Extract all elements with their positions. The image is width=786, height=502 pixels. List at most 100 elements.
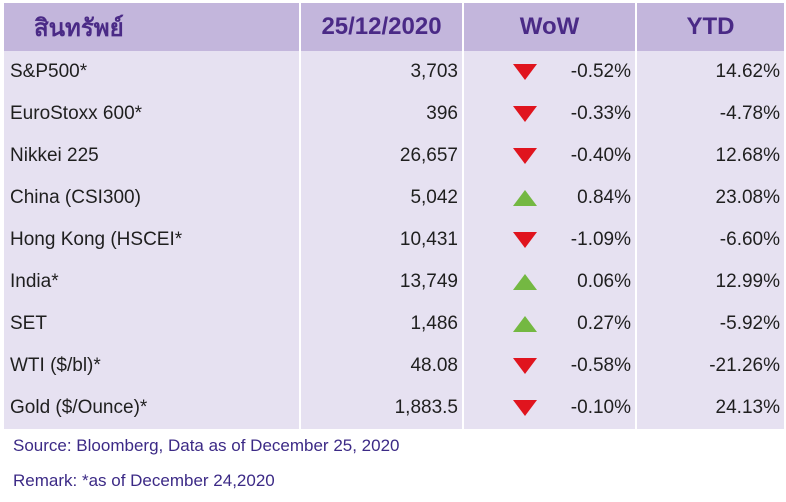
triangle-up-icon [512,274,538,290]
table-row: S&P500* 3,703 -0.52% 14.62% [4,51,784,93]
ytd-value: -5.92% [637,303,784,345]
wow-cell: -1.09% [464,219,635,261]
triangle-down-icon [512,148,538,164]
column-divider [299,303,301,345]
asset-value: 396 [301,93,462,135]
column-divider [635,3,637,51]
ytd-value: 23.08% [637,177,784,219]
ytd-value: 14.62% [637,51,784,93]
up-arrow-shape [513,316,537,332]
asset-value: 3,703 [301,51,462,93]
header-wow: WoW [464,3,635,51]
wow-value: 0.84% [577,187,631,208]
column-divider [299,345,301,387]
column-divider [462,135,464,177]
asset-value: 1,883.5 [301,387,462,429]
column-divider [299,219,301,261]
ytd-value: 12.68% [637,135,784,177]
wow-value: -0.52% [570,61,631,82]
asset-name: India* [4,261,299,303]
market-summary-table: สินทรัพย์ 25/12/2020 WoW YTD S&P500* 3,70… [4,3,784,429]
up-arrow-shape [513,190,537,206]
asset-name: Hong Kong (HSCEI* [4,219,299,261]
asset-name: Nikkei 225 [4,135,299,177]
ytd-value: 24.13% [637,387,784,429]
table-row: Hong Kong (HSCEI* 10,431 -1.09% -6.60% [4,219,784,261]
down-arrow-shape [513,232,537,248]
header-ytd: YTD [637,3,784,51]
wow-cell: 0.27% [464,303,635,345]
wow-value: 0.27% [577,313,631,334]
column-divider [635,219,637,261]
column-divider [462,261,464,303]
column-divider [635,261,637,303]
asset-name: WTI ($/bl)* [4,345,299,387]
column-divider [462,219,464,261]
table-row: China (CSI300) 5,042 0.84% 23.08% [4,177,784,219]
wow-cell: 0.06% [464,261,635,303]
ytd-value: -6.60% [637,219,784,261]
table-row: Gold ($/Ounce)* 1,883.5 -0.10% 24.13% [4,387,784,429]
column-divider [299,177,301,219]
column-divider [299,93,301,135]
header-date: 25/12/2020 [301,3,462,51]
column-divider [462,3,464,51]
triangle-down-icon [512,358,538,374]
asset-name: S&P500* [4,51,299,93]
wow-value: -1.09% [570,229,631,250]
column-divider [299,3,301,51]
triangle-down-icon [512,64,538,80]
down-arrow-shape [513,106,537,122]
column-divider [462,93,464,135]
wow-value: -0.40% [570,145,631,166]
column-divider [635,51,637,93]
column-divider [462,387,464,429]
asset-value: 48.08 [301,345,462,387]
ytd-value: -4.78% [637,93,784,135]
column-divider [299,387,301,429]
column-divider [635,387,637,429]
asset-value: 1,486 [301,303,462,345]
asset-name: EuroStoxx 600* [4,93,299,135]
wow-cell: -0.10% [464,387,635,429]
triangle-down-icon [512,400,538,416]
column-divider [462,51,464,93]
table-body: S&P500* 3,703 -0.52% 14.62% EuroStoxx 600* 39… [4,51,784,429]
column-divider [635,93,637,135]
column-divider [635,303,637,345]
remark-note: Remark: *as of December 24,2020 [13,470,275,490]
wow-value: -0.10% [570,397,631,418]
wow-value: -0.58% [570,355,631,376]
up-arrow-shape [513,274,537,290]
column-divider [462,177,464,219]
wow-cell: -0.58% [464,345,635,387]
table-header: สินทรัพย์ 25/12/2020 WoW YTD [4,3,784,51]
asset-name: China (CSI300) [4,177,299,219]
triangle-up-icon [512,316,538,332]
triangle-up-icon [512,190,538,206]
ytd-value: -21.26% [637,345,784,387]
asset-name: Gold ($/Ounce)* [4,387,299,429]
header-asset: สินทรัพย์ [4,3,299,51]
column-divider [299,261,301,303]
down-arrow-shape [513,400,537,416]
ytd-value: 12.99% [637,261,784,303]
table-row: WTI ($/bl)* 48.08 -0.58% -21.26% [4,345,784,387]
table-row: EuroStoxx 600* 396 -0.33% -4.78% [4,93,784,135]
asset-name: SET [4,303,299,345]
table-row: India* 13,749 0.06% 12.99% [4,261,784,303]
table-row: SET 1,486 0.27% -5.92% [4,303,784,345]
column-divider [299,135,301,177]
wow-cell: -0.52% [464,51,635,93]
asset-value: 5,042 [301,177,462,219]
wow-value: 0.06% [577,271,631,292]
asset-value: 13,749 [301,261,462,303]
column-divider [462,345,464,387]
triangle-down-icon [512,106,538,122]
down-arrow-shape [513,64,537,80]
down-arrow-shape [513,358,537,374]
asset-value: 10,431 [301,219,462,261]
footnotes: Source: Bloomberg, Data as of December 2… [13,428,400,498]
column-divider [635,345,637,387]
column-divider [635,177,637,219]
